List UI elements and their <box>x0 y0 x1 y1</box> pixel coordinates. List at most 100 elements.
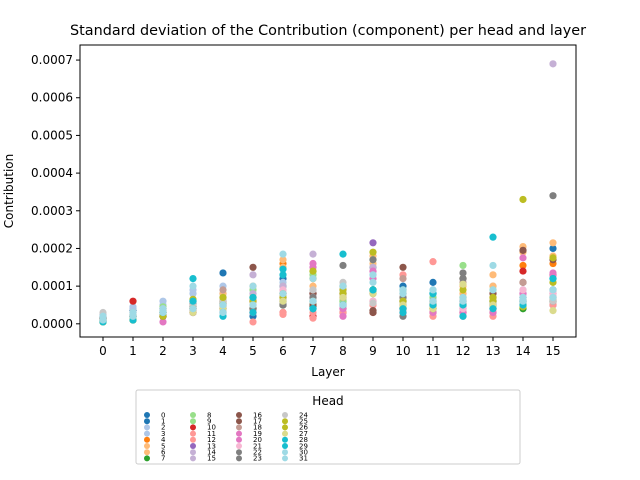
legend-marker <box>144 455 150 462</box>
data-point <box>249 308 257 317</box>
y-axis: 0.0000 0.0001 0.0002 0.0003 0.0004 0.0005 0.00… <box>31 53 80 331</box>
data-point <box>249 301 257 309</box>
data-point <box>339 250 347 258</box>
legend-marker <box>144 412 150 418</box>
data-point <box>309 250 317 258</box>
legend-marker <box>236 412 242 418</box>
legend-title: Head <box>312 394 343 408</box>
x-tick-label: 14 <box>515 344 530 358</box>
legend-label: 14 <box>207 449 216 457</box>
data-point <box>549 286 557 294</box>
data-point <box>339 293 347 302</box>
data-point <box>309 305 317 313</box>
data-point <box>159 308 167 317</box>
legend-marker <box>190 455 196 462</box>
legend-marker <box>144 430 150 437</box>
legend-marker <box>236 455 242 462</box>
x-tick-label: 3 <box>189 344 197 358</box>
data-point <box>519 278 527 286</box>
data-point <box>549 275 557 283</box>
plot-area <box>79 44 577 338</box>
data-point <box>519 254 527 262</box>
legend-label: 2 <box>161 424 165 432</box>
legend-label: 17 <box>253 418 262 426</box>
y-tick-label: 0.0002 <box>31 241 73 255</box>
data-point <box>309 286 317 294</box>
data-point <box>459 297 467 305</box>
data-point <box>339 301 347 309</box>
legend-label: 20 <box>253 436 262 444</box>
data-point <box>489 305 497 313</box>
y-tick-label: 0.0003 <box>31 204 73 218</box>
data-point <box>279 290 287 298</box>
data-point <box>129 297 137 305</box>
legend-marker <box>190 424 196 431</box>
legend-marker <box>190 418 196 425</box>
data-point <box>489 233 497 241</box>
data-point <box>549 244 557 253</box>
y-tick-label: 0.0006 <box>31 91 73 105</box>
data-point <box>189 297 197 305</box>
data-point <box>189 282 197 290</box>
x-tick-label: 6 <box>279 344 287 358</box>
x-tick-label: 7 <box>309 344 317 358</box>
chart-title: Standard deviation of the Contribution (… <box>70 23 586 39</box>
legend-marker <box>144 443 150 449</box>
data-point <box>219 301 227 309</box>
legend-label: 7 <box>161 455 165 463</box>
x-tick-label: 0 <box>99 344 107 358</box>
data-point <box>369 286 377 294</box>
legend-marker <box>282 430 288 437</box>
y-tick-label: 0.0000 <box>31 317 73 331</box>
legend-label: 26 <box>299 424 308 432</box>
x-axis-label: Layer <box>311 365 345 379</box>
data-point <box>429 258 437 266</box>
legend-marker <box>190 449 196 456</box>
legend-label: 23 <box>253 455 262 463</box>
data-point <box>369 299 377 307</box>
data-point <box>369 239 377 247</box>
legend-marker <box>144 424 150 431</box>
data-point <box>249 318 257 326</box>
data-point <box>549 60 557 68</box>
legend-marker <box>144 449 150 456</box>
data-point <box>489 271 497 279</box>
data-point <box>369 271 377 279</box>
legend: Head 01234567891011121314151617181920212… <box>135 389 521 465</box>
data-point <box>339 282 347 290</box>
legend-label: 8 <box>207 411 211 419</box>
data-point <box>339 261 347 270</box>
legend-label: 4 <box>161 436 166 444</box>
legend-label: 5 <box>161 442 165 450</box>
legend-marker <box>190 436 196 443</box>
legend-label: 21 <box>253 442 262 450</box>
legend-marker <box>190 443 196 449</box>
data-point <box>279 271 287 279</box>
data-point <box>549 293 557 302</box>
data-point <box>309 275 317 283</box>
x-tick-label: 11 <box>425 344 440 358</box>
data-point <box>279 250 287 258</box>
data-point <box>489 261 497 270</box>
legend-marker <box>236 424 242 431</box>
legend-label: 31 <box>299 455 308 463</box>
data-point <box>189 305 197 313</box>
legend-marker <box>282 436 288 443</box>
data-point <box>159 297 167 305</box>
legend-marker <box>144 418 150 425</box>
data-point <box>369 278 377 286</box>
data-point <box>489 293 497 302</box>
data-point <box>519 286 527 294</box>
legend-label: 0 <box>161 411 165 419</box>
data-point <box>429 286 437 294</box>
legend-marker <box>236 449 242 456</box>
x-tick-label: 10 <box>395 344 410 358</box>
data-point <box>219 269 227 277</box>
y-tick-label: 0.0007 <box>31 53 73 67</box>
y-tick-label: 0.0004 <box>31 166 73 180</box>
data-point <box>249 271 257 279</box>
data-point <box>129 303 137 311</box>
legend-label: 18 <box>253 424 262 432</box>
data-point <box>519 297 527 305</box>
data-point <box>459 286 467 294</box>
